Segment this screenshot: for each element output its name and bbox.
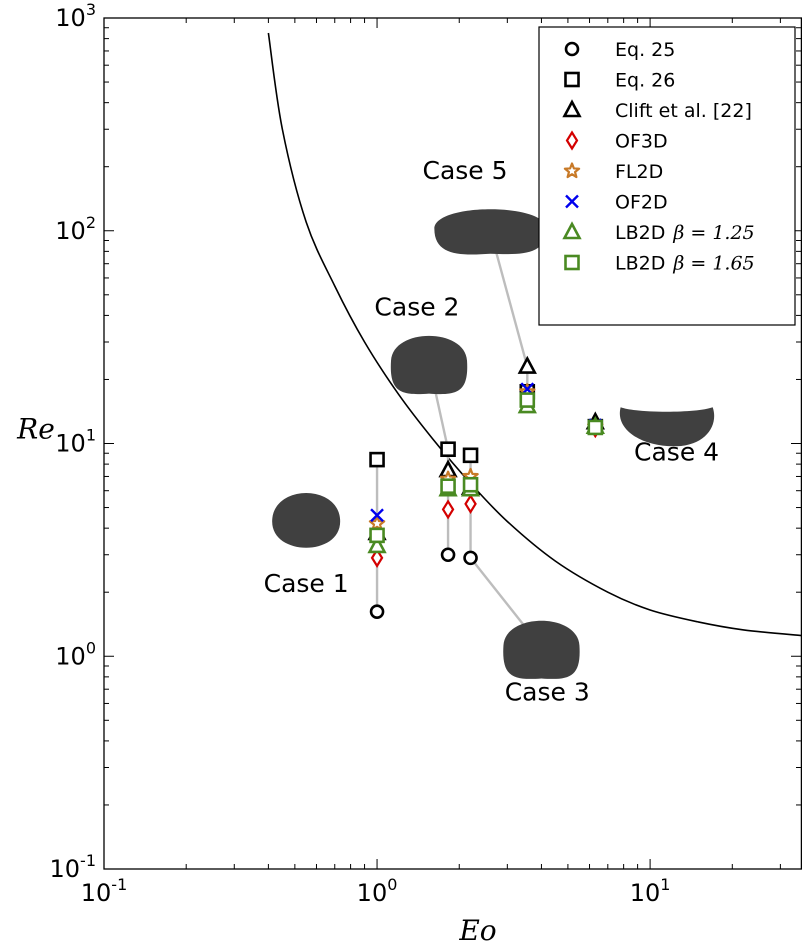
data-point bbox=[440, 441, 456, 458]
legend-marker bbox=[564, 254, 580, 271]
y-axis-label: Re bbox=[16, 413, 55, 446]
tick-layer: 10-1 100 101 10-1 100 101 102 103 bbox=[50, 0, 801, 907]
data-point bbox=[464, 493, 477, 514]
data-point bbox=[367, 535, 387, 554]
legend-label: Clift et al. [22] bbox=[615, 100, 752, 122]
case-label: Case 1 bbox=[264, 569, 349, 598]
case-label: Case 2 bbox=[374, 292, 459, 321]
y-tick-label: 100 bbox=[55, 638, 96, 670]
data-point bbox=[462, 476, 479, 493]
case-label: Case 3 bbox=[505, 677, 590, 706]
legend-label: Eq. 26 bbox=[615, 70, 675, 92]
data-point bbox=[440, 478, 456, 494]
data-point bbox=[369, 527, 385, 544]
marker-layer bbox=[367, 355, 605, 619]
y-tick-label: 101 bbox=[55, 426, 96, 458]
data-point bbox=[463, 550, 478, 566]
legend: Eq. 25 Eq. 26 Clift et al. [22] OF3D FL2D OF2… bbox=[538, 26, 796, 326]
legend-marker bbox=[562, 221, 582, 240]
data-point bbox=[441, 499, 455, 520]
legend-marker bbox=[564, 41, 580, 57]
bubble-shape bbox=[272, 492, 341, 548]
legend-label: OF3D bbox=[615, 131, 668, 153]
y-tick-label: 102 bbox=[55, 213, 96, 245]
x-axis-label: Eo bbox=[458, 914, 496, 947]
data-point bbox=[369, 451, 385, 468]
case-label-layer: Case 1 Case 2 Case 3 Case 4 Case 5 bbox=[264, 156, 719, 706]
legend-label: OF2D bbox=[615, 192, 668, 214]
legend-box bbox=[538, 26, 796, 326]
data-point bbox=[370, 547, 384, 568]
y-tick-label: 10-1 bbox=[50, 851, 97, 883]
case-label: Case 4 bbox=[634, 438, 719, 467]
data-point bbox=[519, 392, 536, 408]
legend-marker bbox=[565, 194, 579, 209]
data-point bbox=[587, 419, 604, 436]
legend-marker bbox=[564, 71, 580, 88]
x-tick-label: 100 bbox=[357, 875, 398, 907]
bubble-shape bbox=[390, 335, 468, 395]
legend-label: FL2D bbox=[615, 161, 663, 183]
x-tick-label: 10-1 bbox=[81, 875, 128, 907]
legend-label: LB2D β = 1.25 bbox=[615, 222, 755, 244]
bubble-shape bbox=[619, 407, 715, 447]
legend-marker bbox=[563, 162, 581, 179]
y-tick-label: 103 bbox=[55, 0, 96, 32]
x-tick-label: 101 bbox=[630, 875, 671, 907]
case-label: Case 5 bbox=[423, 156, 508, 185]
legend-label: LB2D β = 1.65 bbox=[615, 253, 755, 275]
data-point bbox=[369, 604, 385, 619]
data-point bbox=[440, 547, 456, 563]
legend-marker bbox=[562, 99, 582, 118]
legend-label: Eq. 25 bbox=[615, 39, 675, 61]
bubble-shape bbox=[434, 209, 547, 255]
bubble-shape bbox=[503, 620, 580, 679]
data-point bbox=[517, 355, 537, 374]
bubble-shape-layer bbox=[272, 209, 715, 679]
data-point bbox=[370, 508, 384, 523]
data-point bbox=[462, 447, 479, 464]
legend-marker bbox=[565, 130, 579, 151]
